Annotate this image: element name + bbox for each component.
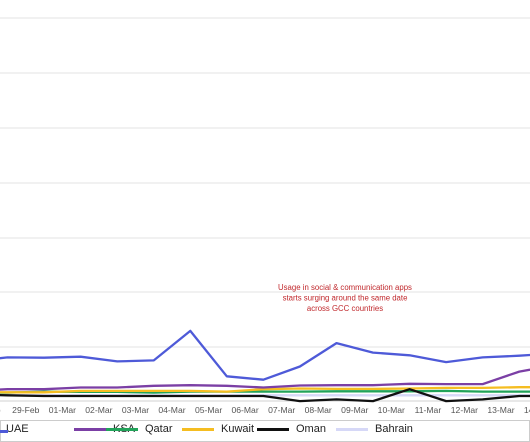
legend-swatch (257, 427, 289, 431)
x-axis-tick-labels: 8-Feb 29-Feb 01-Mar 02-Mar 03-Mar 04-Mar 05-Ma… (0, 405, 530, 415)
legend-label: Oman (296, 423, 326, 435)
chart-annotation: Usage in social & communication apps star… (278, 283, 412, 313)
series-line-qatar (0, 389, 530, 394)
legend-item-kuwait: Kuwait (182, 423, 254, 435)
annotation-line: across GCC countries (307, 304, 383, 313)
legend-swatch (74, 427, 106, 431)
legend-label: Bahrain (375, 423, 413, 435)
x-tick-label: 05-Mar (195, 405, 222, 415)
x-tick-label: 29-Feb (12, 405, 39, 415)
series-line-ksa (0, 368, 530, 391)
annotation-line: Usage in social & communication apps (278, 283, 412, 292)
x-tick-label: 02-Mar (85, 405, 112, 415)
legend-item-bahrain: Bahrain (336, 423, 413, 435)
legend-label: Kuwait (221, 423, 255, 435)
legend-item-uae: UAE (6, 423, 29, 435)
legend-swatch (336, 427, 368, 431)
x-tick-label: 06-Mar (231, 405, 258, 415)
series-line-uae (0, 329, 530, 381)
x-tick-label: 13-Mar (487, 405, 514, 415)
x-tick-label: 11-Mar (415, 405, 442, 415)
x-tick-label: 03-Mar (122, 405, 149, 415)
x-tick-label: 01-Mar (49, 405, 76, 415)
legend-item-oman: Oman (257, 423, 326, 435)
series-lines (0, 329, 530, 403)
x-tick-label: 12-Mar (451, 405, 478, 415)
series-line-oman (0, 388, 530, 403)
x-tick-label: 07-Mar (268, 405, 295, 415)
legend-swatch (182, 427, 214, 431)
chart-legend: UAEKSAQatarKuwaitOmanBahrain (0, 421, 530, 441)
annotation-line: starts surging around the same date (283, 294, 408, 303)
series-line-kuwait (0, 386, 530, 394)
x-tick-label: 14-Mar (524, 405, 530, 415)
legend-label: UAE (6, 423, 29, 435)
x-tick-label: 04-Mar (158, 405, 185, 415)
x-tick-label: 10-Mar (378, 405, 405, 415)
legend-item-qatar: Qatar (106, 423, 173, 435)
gridlines (0, 17, 530, 402)
x-tick-label: 8-Feb (0, 405, 1, 415)
legend-label: Qatar (145, 423, 173, 435)
x-tick-label: 09-Mar (341, 405, 368, 415)
x-tick-label: 08-Mar (305, 405, 332, 415)
legend-swatch (106, 427, 138, 431)
legend-swatch (0, 430, 8, 433)
